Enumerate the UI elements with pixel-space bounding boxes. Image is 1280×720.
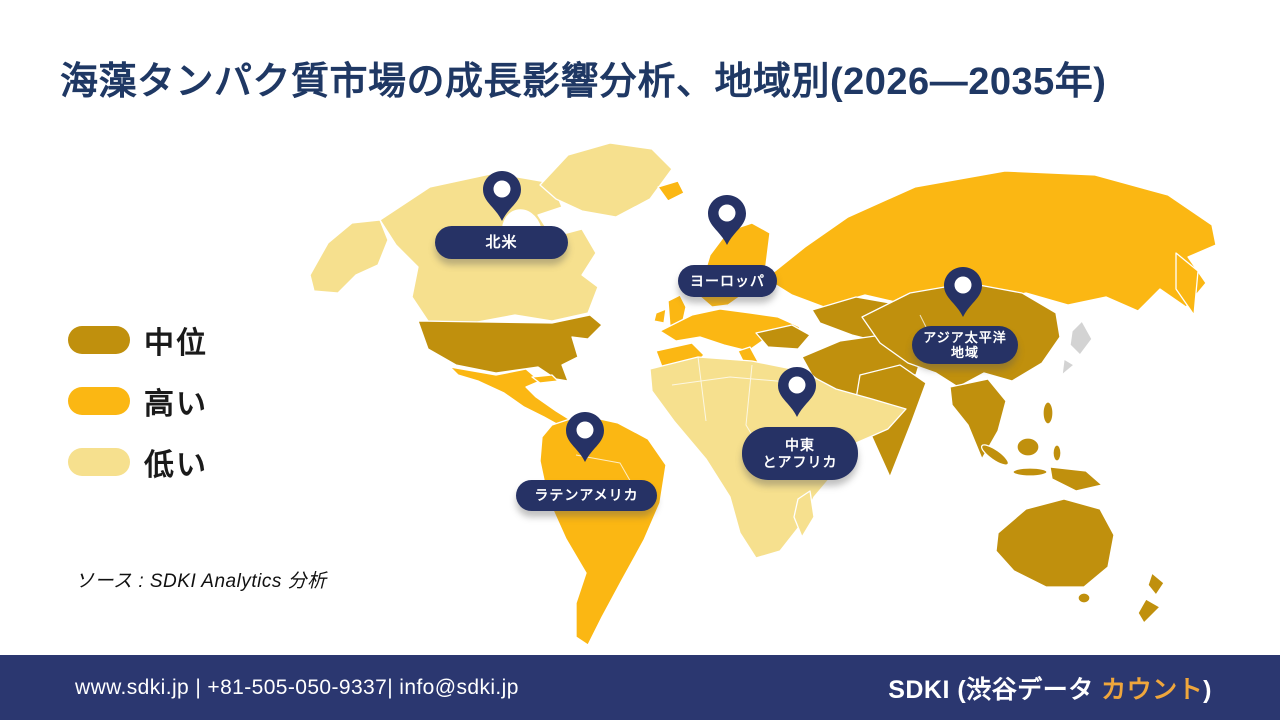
footer-brand-suffix: ) [1203, 675, 1212, 704]
region-sulawesi [1052, 444, 1062, 462]
region-sumatra [980, 444, 1010, 466]
legend-label-low: 低い [144, 449, 208, 482]
region-turkey-levant [755, 324, 811, 350]
legend-item-medium: 中位 [68, 318, 208, 362]
region-new-zealand-north [1147, 572, 1165, 596]
pin-label-text: とアフリカ [762, 453, 838, 470]
pin-asia-pacific-icon [943, 266, 983, 318]
pin-label-latin-america: ラテンアメリカ [516, 480, 657, 511]
footer-brand: SDKI (渋谷データ カウント) [888, 670, 1212, 706]
region-borneo [1016, 437, 1040, 457]
region-japan [1069, 320, 1093, 356]
region-madagascar [793, 490, 815, 538]
legend-item-high: 高い [68, 379, 208, 423]
pin-label-europe: ヨーロッパ [678, 265, 777, 297]
region-new-zealand-south [1137, 598, 1161, 624]
pin-label-text: 中東 [785, 436, 815, 453]
region-russia [769, 170, 1217, 312]
world-map-svg [309, 142, 1217, 646]
pin-label-text: 地域 [950, 345, 979, 360]
region-australia [995, 498, 1115, 588]
pin-label-north-america: 北米 [435, 226, 568, 259]
footer-bar: www.sdki.jp | +81-505-050-9337| info@sdk… [0, 655, 1280, 720]
region-cuba [531, 374, 559, 384]
pin-label-text: ラテンアメリカ [534, 487, 639, 504]
legend-swatch-high [68, 387, 130, 415]
pin-north-america-icon [482, 170, 522, 222]
region-iceland [657, 180, 685, 202]
region-ireland [653, 308, 667, 324]
region-philippines [1042, 401, 1054, 425]
region-alaska [309, 219, 389, 294]
legend-swatch-medium [68, 326, 130, 354]
pin-label-text: ヨーロッパ [690, 272, 765, 289]
region-greenland [539, 142, 673, 218]
region-tasmania [1077, 592, 1091, 604]
growth-legend: 中位 高い 低い [68, 318, 208, 501]
world-map: 北米 ヨーロッパ アジア太平洋 地域 中東 とアフリカ ラテンアメリカ [300, 125, 1240, 655]
region-british-isles [667, 294, 687, 328]
region-japan-south [1061, 358, 1075, 376]
footer-brand-prefix: SDKI (渋谷データ [888, 675, 1102, 704]
pin-middle-east-africa-icon [777, 366, 817, 418]
legend-item-low: 低い [68, 440, 208, 484]
page-title: 海藻タンパク質市場の成長影響分析、地域別(2026—2035年) [60, 61, 1107, 103]
pin-europe-icon [707, 194, 747, 246]
pin-label-text: アジア太平洋 [923, 329, 1007, 345]
pin-label-middle-east-africa: 中東 とアフリカ [742, 427, 858, 480]
footer-brand-highlight: カウント [1101, 675, 1204, 704]
region-java [1012, 467, 1048, 477]
pin-label-asia-pacific: アジア太平洋 地域 [912, 326, 1018, 364]
region-kamchatka [1175, 252, 1199, 316]
pin-label-text: 北米 [485, 233, 518, 251]
region-usa [417, 314, 603, 382]
legend-label-medium: 中位 [144, 327, 208, 360]
source-note: ソース : SDKI Analytics 分析 [75, 571, 327, 592]
region-southeast-asia [949, 378, 1007, 460]
pin-latin-america-icon [565, 411, 605, 463]
footer-contact-info: www.sdki.jp | +81-505-050-9337| info@sdk… [75, 675, 519, 699]
legend-swatch-low [68, 448, 130, 476]
legend-label-high: 高い [144, 388, 208, 421]
region-new-guinea [1049, 466, 1103, 492]
